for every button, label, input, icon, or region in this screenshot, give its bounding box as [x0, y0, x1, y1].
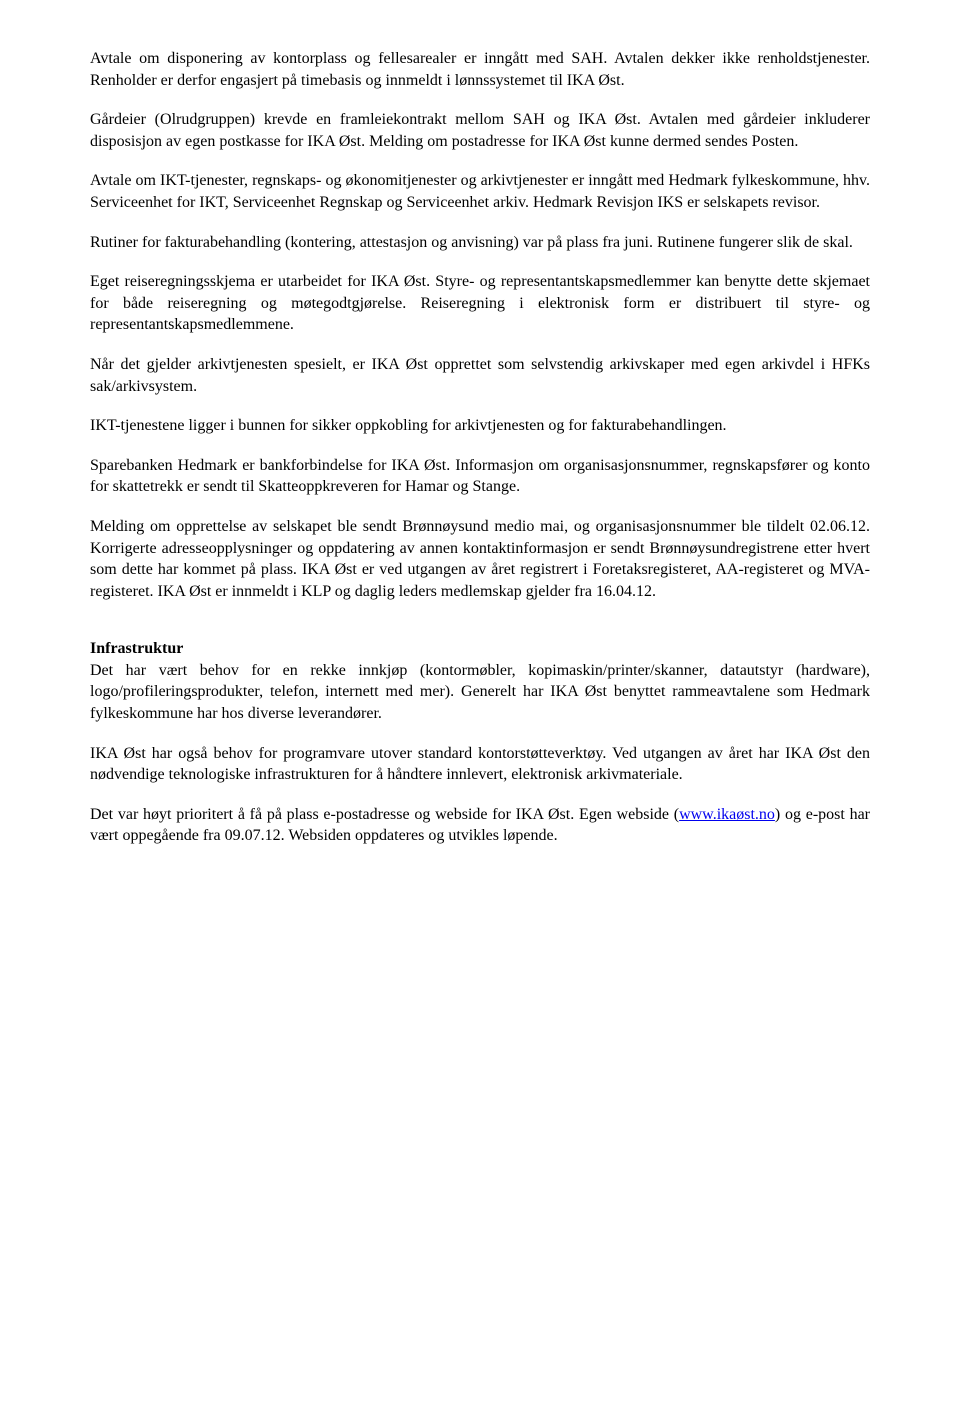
document-page: Avtale om disponering av kontorplass og … — [0, 0, 960, 1416]
paragraph: Rutiner for fakturabehandling (kontering… — [90, 232, 870, 254]
paragraph: Eget reiseregningsskjema er utarbeidet f… — [90, 271, 870, 336]
paragraph: IKT-tjenestene ligger i bunnen for sikke… — [90, 415, 870, 437]
paragraph: Gårdeier (Olrudgruppen) krevde en framle… — [90, 109, 870, 152]
section-heading: Infrastruktur — [90, 640, 183, 657]
paragraph: Melding om opprettelse av selskapet ble … — [90, 516, 870, 602]
website-link[interactable]: www.ikaøst.no — [679, 806, 775, 823]
paragraph: Avtale om IKT-tjenester, regnskaps- og ø… — [90, 170, 870, 213]
paragraph: Det har vært behov for en rekke innkjøp … — [90, 660, 870, 725]
paragraph-heading: Infrastruktur — [90, 638, 870, 660]
paragraph: IKA Øst har også behov for programvare u… — [90, 743, 870, 786]
text-run: Det var høyt prioritert å få på plass e-… — [90, 806, 679, 823]
paragraph: Sparebanken Hedmark er bankforbindelse f… — [90, 455, 870, 498]
paragraph: Avtale om disponering av kontorplass og … — [90, 48, 870, 91]
paragraph: Når det gjelder arkivtjenesten spesielt,… — [90, 354, 870, 397]
paragraph: Det var høyt prioritert å få på plass e-… — [90, 804, 870, 847]
